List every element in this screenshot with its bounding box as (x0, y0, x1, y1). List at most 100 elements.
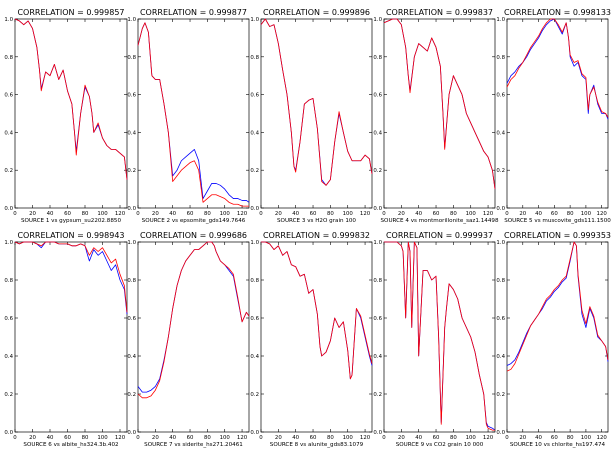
x-tick-label: 60 (310, 435, 317, 441)
y-tick-label: 0.2 (373, 392, 382, 398)
x-tick-label: 60 (310, 211, 317, 217)
x-tick-label: 60 (433, 435, 440, 441)
y-tick-label: 1.0 (4, 17, 13, 23)
subplot-title: CORRELATION = 0.999686 (140, 231, 247, 240)
y-tick-label: 0.4 (127, 354, 136, 360)
series-line-red (137, 22, 249, 207)
x-tick-label: 40 (415, 435, 422, 441)
subplot-xlabel: SOURCE 1 vs gypsum_su2202.8850 (21, 218, 121, 224)
subplot-7: CORRELATION = 0.999686 0.0 0.2 0.4 0.6 0.8 1.0… (127, 231, 250, 448)
x-tick-label: 80 (450, 435, 457, 441)
x-tick-label: 100 (581, 211, 592, 217)
y-tick-label: 0.0 (250, 206, 259, 212)
y-tick-label: 0.8 (496, 55, 505, 61)
y-tick-label: 0.4 (250, 354, 259, 360)
subplot-xlabel: SOURCE 3 vs H2O grain 100 (277, 218, 356, 224)
y-tick-label: 0.8 (250, 278, 259, 284)
x-tick-label: 80 (567, 435, 574, 441)
y-tick-label: 0.2 (496, 392, 505, 398)
subplot-1: CORRELATION = 0.999857 0.0 0.2 0.4 0.6 0.8 1.0… (4, 8, 128, 224)
y-tick-label: 0.8 (373, 55, 382, 61)
x-tick-label: 20 (519, 435, 526, 441)
x-tick-label: 100 (220, 435, 231, 441)
series-line-blue (506, 18, 609, 120)
x-tick-label: 60 (433, 211, 440, 217)
x-tick-label: 80 (204, 211, 211, 217)
y-tick-label: 0.8 (373, 278, 382, 284)
x-tick-label: 40 (169, 435, 176, 441)
x-tick-label: 80 (82, 435, 89, 441)
series-line-red (506, 241, 609, 372)
y-tick-label: 0.2 (127, 168, 136, 174)
x-tick-label: 40 (535, 211, 542, 217)
series-line-red (14, 18, 128, 180)
y-tick-label: 0.0 (4, 430, 13, 436)
subplot-title: CORRELATION = 0.999353 (504, 231, 611, 240)
subplot-xlabel: SOURCE 9 vs CO2 grain 10 000 (396, 442, 484, 448)
y-tick-label: 0.4 (496, 354, 505, 360)
y-tick-label: 0.0 (127, 430, 136, 436)
x-tick-label: 80 (450, 211, 457, 217)
x-tick-label: 0 (13, 211, 17, 217)
x-tick-label: 80 (327, 211, 334, 217)
y-tick-label: 0.8 (127, 55, 136, 61)
series-line-blue (14, 241, 128, 315)
x-tick-label: 20 (29, 211, 36, 217)
x-tick-label: 20 (398, 211, 405, 217)
y-tick-label: 0.0 (373, 430, 382, 436)
y-tick-label: 0.4 (4, 354, 13, 360)
y-tick-label: 0.4 (250, 130, 259, 136)
x-tick-label: 20 (519, 211, 526, 217)
subplot-title: CORRELATION = 0.999896 (263, 8, 370, 17)
subplot-xlabel: SOURCE 4 vs montmorillonite_saz1.14498 (380, 218, 498, 224)
y-tick-label: 0.8 (4, 55, 13, 61)
x-tick-label: 20 (152, 435, 159, 441)
y-tick-label: 1.0 (250, 17, 259, 23)
series-line-blue (137, 22, 250, 203)
x-tick-label: 100 (220, 211, 231, 217)
x-tick-label: 60 (551, 211, 558, 217)
y-tick-label: 0.6 (4, 316, 13, 322)
x-tick-label: 80 (204, 435, 211, 441)
x-tick-label: 20 (275, 211, 282, 217)
subplot-title: CORRELATION = 0.999857 (17, 8, 124, 17)
series-line-blue (383, 18, 496, 190)
subplot-title: CORRELATION = 0.999832 (263, 231, 370, 240)
series-line-red (384, 241, 495, 431)
y-tick-label: 0.0 (496, 206, 505, 212)
plot-frame (14, 18, 128, 209)
subplot-5: CORRELATION = 0.998133 0.0 0.2 0.4 0.6 0.8 1.0… (496, 8, 611, 224)
y-tick-label: 0.6 (127, 316, 136, 322)
y-tick-label: 0.6 (4, 93, 13, 99)
series-line-red (506, 18, 609, 118)
series-line-red (137, 241, 250, 399)
series-line-red (260, 18, 373, 186)
x-tick-label: 120 (237, 211, 248, 217)
y-tick-label: 0.0 (250, 430, 259, 436)
y-tick-label: 1.0 (4, 240, 13, 246)
x-tick-label: 120 (483, 435, 494, 441)
subplot-4: CORRELATION = 0.999837 0.0 0.2 0.4 0.6 0.8 1.0… (373, 8, 499, 224)
series-line-blue (506, 241, 609, 366)
y-tick-label: 0.6 (496, 316, 505, 322)
y-tick-label: 0.0 (496, 430, 505, 436)
y-tick-label: 0.6 (127, 93, 136, 99)
y-tick-label: 0.8 (4, 278, 13, 284)
subplot-xlabel: SOURCE 5 vs muscovite_gds111.1500 (504, 218, 611, 224)
y-tick-label: 1.0 (373, 240, 382, 246)
subplot-3: CORRELATION = 0.999896 0.0 0.2 0.4 0.6 0.8 1.0… (250, 8, 373, 224)
series-line-blue (384, 241, 496, 431)
x-tick-label: 60 (64, 211, 71, 217)
plot-frame (383, 18, 496, 209)
subplot-xlabel: SOURCE 2 vs epsomite_gds149.7646 (142, 218, 246, 224)
x-tick-label: 100 (581, 435, 592, 441)
y-tick-label: 1.0 (250, 240, 259, 246)
plot-frame (506, 241, 609, 433)
x-tick-label: 20 (29, 435, 36, 441)
x-tick-label: 0 (13, 435, 17, 441)
plot-frame (137, 241, 250, 433)
y-tick-label: 0.6 (373, 93, 382, 99)
x-tick-label: 40 (292, 211, 299, 217)
y-tick-label: 0.8 (127, 278, 136, 284)
y-tick-label: 0.6 (250, 316, 259, 322)
